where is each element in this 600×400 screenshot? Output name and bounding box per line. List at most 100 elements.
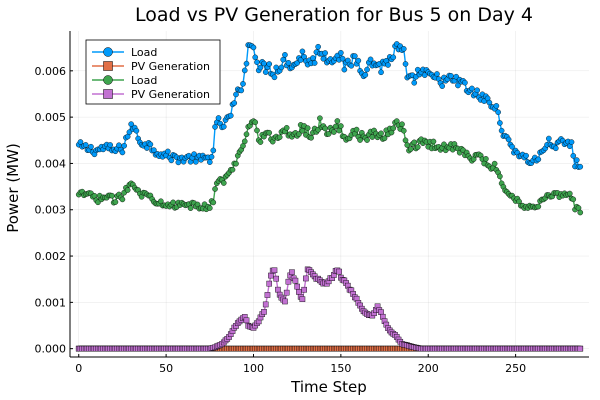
- data-point: [133, 127, 140, 134]
- data-point: [109, 192, 115, 199]
- data-point: [294, 283, 300, 290]
- data-point: [430, 138, 437, 145]
- data-point: [191, 151, 197, 157]
- data-point: [348, 62, 355, 69]
- data-point: [402, 61, 409, 67]
- data-point: [271, 267, 278, 274]
- legend-label: Load: [131, 46, 157, 59]
- data-point: [124, 187, 131, 193]
- data-point: [273, 275, 280, 282]
- data-point: [252, 54, 259, 61]
- data-point: [381, 135, 388, 142]
- data-point: [378, 69, 384, 76]
- legend-item: Load: [92, 74, 157, 87]
- data-point: [322, 50, 328, 56]
- data-point: [266, 129, 273, 136]
- data-point: [325, 131, 332, 137]
- data-point: [568, 139, 575, 145]
- data-point: [400, 46, 407, 52]
- data-point: [280, 56, 286, 63]
- data-point: [462, 79, 468, 86]
- legend-label: Load: [131, 74, 157, 87]
- y-tick-label: 0.000: [35, 343, 67, 356]
- data-point: [187, 205, 194, 211]
- data-point: [254, 59, 260, 66]
- legend-label: PV Generation: [131, 88, 210, 101]
- data-point: [82, 142, 89, 148]
- data-point: [498, 127, 505, 134]
- data-point: [285, 60, 292, 66]
- data-point: [367, 56, 374, 63]
- axes: [69, 31, 589, 358]
- legend-marker: [103, 75, 113, 85]
- y-axis-title: Power (MW): [4, 143, 22, 233]
- data-point: [243, 131, 250, 138]
- data-point: [243, 60, 250, 67]
- y-tick-label: 0.002: [35, 250, 67, 263]
- data-point: [285, 278, 292, 285]
- data-point: [119, 149, 126, 156]
- data-point: [128, 121, 134, 127]
- data-point: [144, 145, 150, 151]
- data-point: [297, 57, 304, 63]
- series-0: [75, 41, 584, 170]
- data-point: [275, 286, 281, 293]
- data-point: [455, 82, 461, 89]
- data-point: [523, 152, 529, 159]
- data-point: [121, 142, 127, 149]
- chart-title: Load vs PV Generation for Bus 5 on Day 4: [135, 4, 533, 26]
- data-point: [334, 118, 341, 124]
- data-point: [402, 137, 409, 144]
- legend-item: PV Generation: [92, 88, 210, 101]
- tick-labels: 0 50 100 150 200 250 0.000 0.001 0.002 0.003 0.004…: [35, 65, 527, 375]
- y-tick-label: 0.003: [35, 204, 67, 217]
- legend-marker: [103, 47, 113, 57]
- data-point: [390, 125, 397, 132]
- data-point: [261, 309, 267, 315]
- data-point: [362, 72, 369, 78]
- data-point: [112, 199, 119, 205]
- data-point: [474, 87, 480, 94]
- data-point: [210, 199, 217, 206]
- data-point: [546, 135, 552, 142]
- data-point: [88, 143, 94, 150]
- data-point: [292, 277, 299, 284]
- data-point: [491, 160, 498, 167]
- data-point: [168, 157, 175, 164]
- data-point: [220, 123, 227, 130]
- data-point: [278, 64, 285, 71]
- data-point: [266, 280, 273, 287]
- data-point: [215, 115, 222, 121]
- series-3: [75, 266, 584, 352]
- data-point: [469, 85, 475, 92]
- grid: [70, 31, 589, 357]
- data-point: [378, 130, 384, 137]
- data-point: [299, 48, 306, 55]
- data-point: [577, 209, 584, 216]
- x-tick-label: 250: [505, 362, 526, 375]
- data-point: [390, 54, 397, 61]
- data-point: [497, 173, 503, 180]
- y-tick-label: 0.006: [35, 65, 67, 78]
- data-point: [535, 156, 542, 163]
- data-point: [341, 66, 348, 73]
- data-point: [411, 79, 418, 86]
- data-point: [271, 74, 278, 81]
- x-tick-label: 150: [330, 362, 351, 375]
- data-point: [233, 91, 239, 98]
- data-point: [483, 156, 489, 162]
- data-point: [308, 135, 314, 141]
- data-point: [227, 112, 234, 119]
- data-point: [126, 129, 133, 135]
- data-point: [212, 186, 218, 192]
- data-point: [399, 121, 405, 128]
- data-point: [434, 71, 440, 77]
- data-point: [331, 129, 337, 135]
- series-2: [75, 115, 584, 216]
- data-point: [332, 123, 339, 130]
- data-point: [535, 203, 542, 210]
- data-point: [570, 196, 577, 203]
- data-point: [338, 50, 344, 56]
